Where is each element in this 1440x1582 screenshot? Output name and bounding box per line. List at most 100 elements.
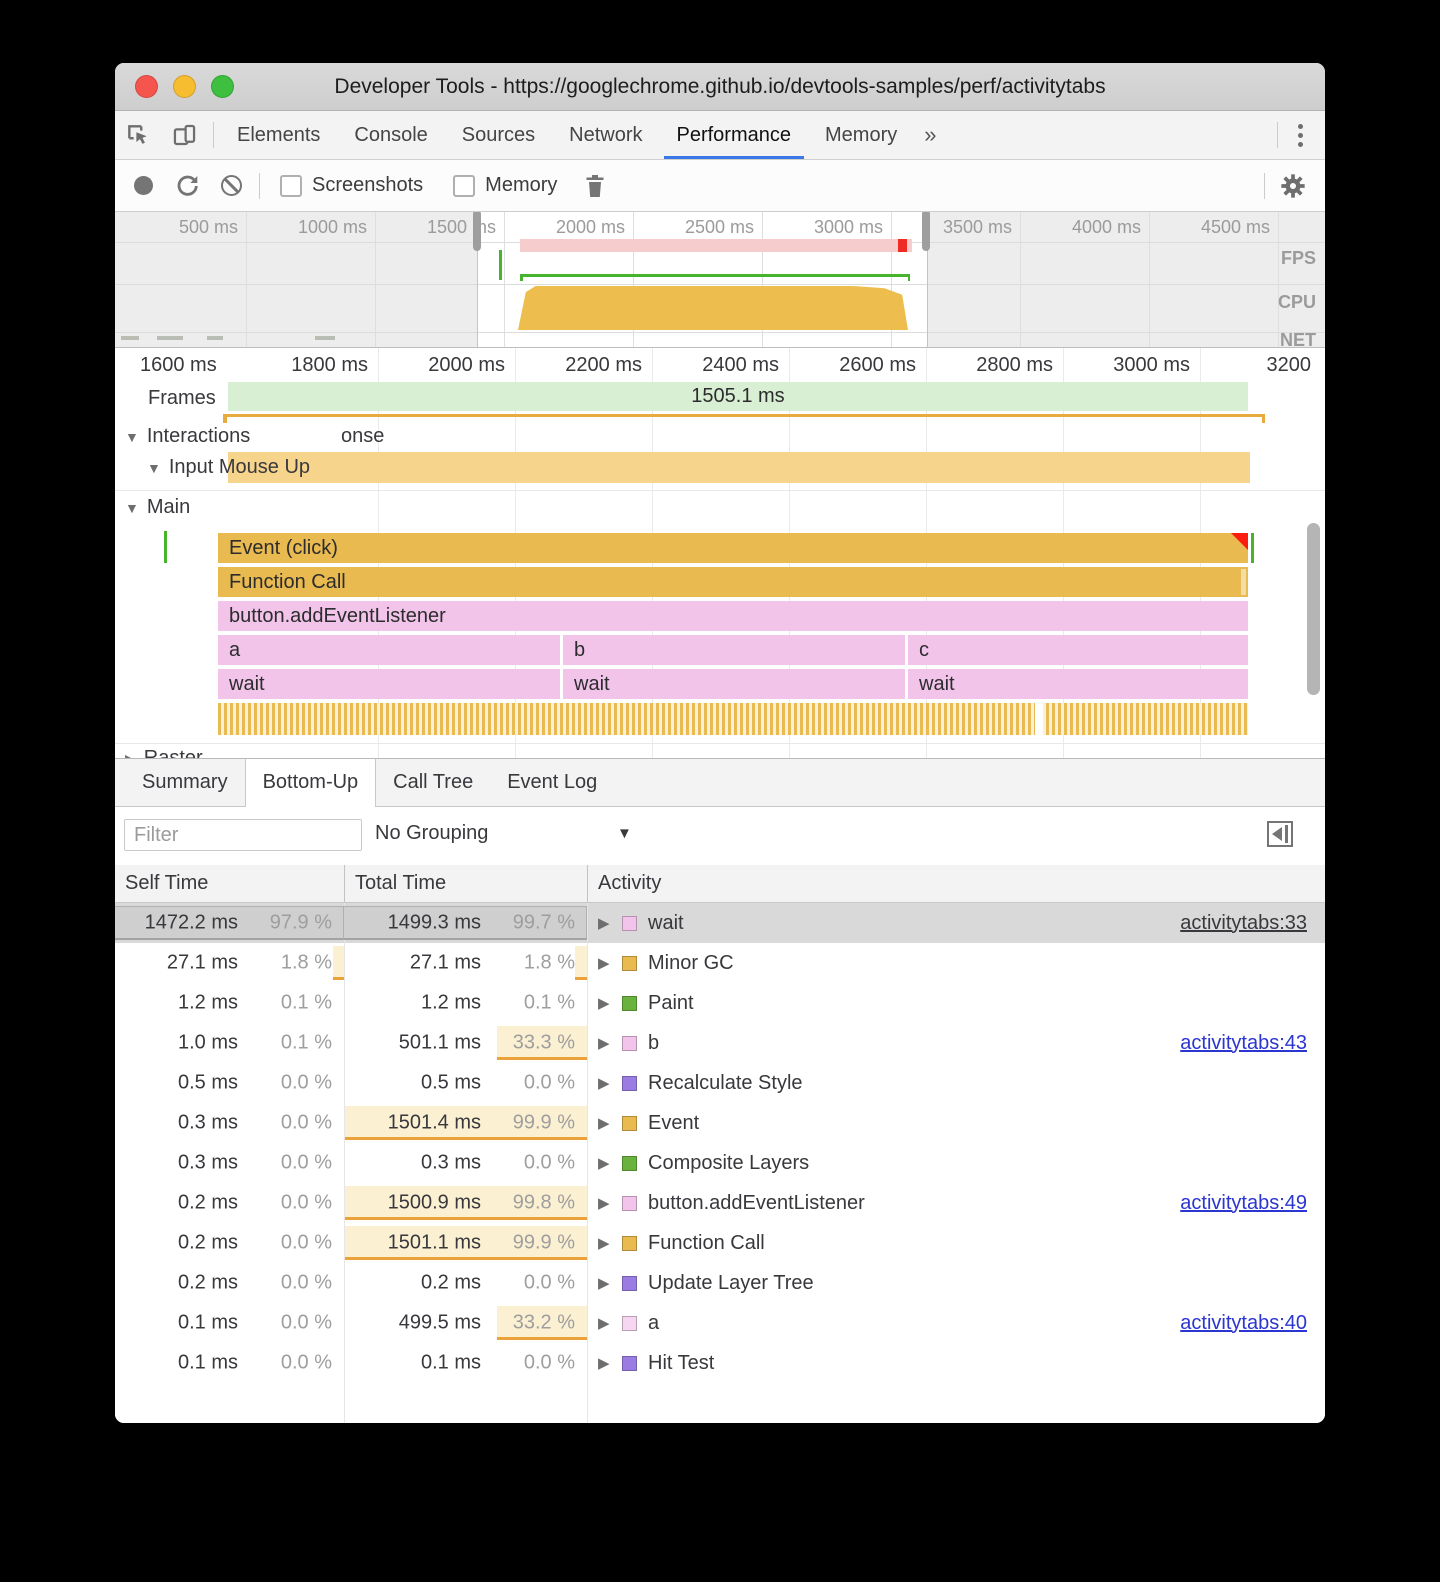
table-row[interactable]: 27.1 ms 1.8 % 27.1 ms 1.8 % ▶ Minor GC [115, 943, 1325, 983]
timeline-ruler-label: 1600 ms [140, 354, 217, 376]
selection-right-handle[interactable] [922, 212, 930, 251]
timeline-overview[interactable]: 500 ms 1000 ms 1500 ms 2000 ms 2500 ms 3000 m… [115, 212, 1325, 348]
expand-arrow-icon[interactable]: ▶ [598, 1195, 610, 1212]
expand-arrow-icon[interactable]: ▶ [598, 1035, 610, 1052]
expand-arrow-icon[interactable]: ▶ [598, 1155, 610, 1172]
input-mouse-up-bar[interactable] [228, 452, 1250, 483]
table-row[interactable]: 0.3 ms 0.0 % 1501.4 ms 99.9 % ▶ Event [115, 1103, 1325, 1143]
reload-and-record-button[interactable] [165, 168, 209, 204]
clear-recordings-button[interactable] [209, 168, 253, 204]
heat-bar [115, 906, 344, 940]
expand-arrow-icon[interactable]: ▶ [598, 955, 610, 972]
expand-arrow-icon[interactable]: ▶ [598, 1315, 610, 1332]
flame-a[interactable]: a [218, 635, 560, 665]
filter-input[interactable] [124, 819, 362, 851]
expand-triangle-icon[interactable]: ▶ [125, 751, 136, 759]
device-toolbar-button[interactable] [161, 118, 207, 152]
percent-value: 1.8 % [523, 951, 575, 974]
table-row[interactable]: 0.3 ms 0.0 % 0.3 ms 0.0 % ▶ Composite Layers [115, 1143, 1325, 1183]
main-track-label[interactable]: ▼ Main [125, 496, 191, 518]
record-button[interactable] [121, 168, 165, 204]
table-row[interactable]: 1.2 ms 0.1 % 1.2 ms 0.1 % ▶ Paint [115, 983, 1325, 1023]
raster-track-label[interactable]: ▶ Raster [125, 747, 203, 759]
chevron-down-icon[interactable]: ▼ [617, 825, 632, 842]
table-row[interactable]: 0.2 ms 0.0 % 0.2 ms 0.0 % ▶ Update Layer Tree [115, 1263, 1325, 1303]
minor-gc-strip[interactable] [218, 703, 1248, 735]
table-row[interactable]: 0.2 ms 0.0 % 1501.1 ms 99.9 % ▶ Function Call [115, 1223, 1325, 1263]
tab-console[interactable]: Console [354, 123, 428, 146]
flame-add-event-listener[interactable]: button.addEventListener [218, 601, 1248, 631]
devtools-menu-button[interactable] [1284, 123, 1317, 147]
tab-performance[interactable]: Performance [660, 112, 809, 159]
expand-arrow-icon[interactable]: ▶ [598, 1275, 610, 1292]
kebab-dot [1298, 141, 1303, 147]
overview-gridline [504, 212, 505, 347]
zoom-button[interactable] [211, 75, 234, 98]
inspect-element-button[interactable] [115, 118, 161, 152]
tab-summary[interactable]: Summary [142, 771, 228, 793]
selection-right-edge [927, 212, 928, 347]
tab-bottom-up[interactable]: Bottom-Up [244, 759, 377, 807]
collapse-triangle-icon[interactable]: ▼ [125, 429, 139, 445]
minimize-button[interactable] [173, 75, 196, 98]
table-row[interactable]: 0.1 ms 0.0 % 499.5 ms 33.2 % ▶ a activitytabs:… [115, 1303, 1325, 1343]
tab-call-tree[interactable]: Call Tree [393, 771, 474, 793]
flame-wait-2[interactable]: wait [563, 669, 905, 699]
column-header-activity[interactable]: Activity [598, 872, 662, 894]
table-row[interactable]: 0.1 ms 0.0 % 0.1 ms 0.0 % ▶ Hit Test [115, 1343, 1325, 1383]
column-header-self-time[interactable]: Self Time [115, 865, 345, 902]
expand-arrow-icon[interactable]: ▶ [598, 1355, 610, 1372]
tab-event-log[interactable]: Event Log [507, 771, 598, 793]
expand-arrow-icon[interactable]: ▶ [598, 1115, 610, 1132]
collapse-triangle-icon[interactable]: ▼ [147, 460, 161, 476]
tab-elements[interactable]: Elements [237, 123, 321, 146]
delete-recording-button[interactable] [573, 168, 617, 204]
time-value: 0.2 ms [420, 1271, 481, 1294]
time-value: 0.3 ms [177, 1111, 238, 1134]
flame-function-call[interactable]: Function Call [218, 567, 1248, 597]
selection-left-handle[interactable] [473, 212, 481, 251]
tab-sources[interactable]: Sources [461, 123, 536, 146]
table-row[interactable]: 0.2 ms 0.0 % 1500.9 ms 99.8 % ▶ button.addEve… [115, 1183, 1325, 1223]
table-row[interactable]: 1.0 ms 0.1 % 501.1 ms 33.3 % ▶ b activitytabs:… [115, 1023, 1325, 1063]
collapse-triangle-icon[interactable]: ▼ [125, 500, 139, 516]
input-mouse-up-label[interactable]: ▼ Input Mouse Up [147, 456, 311, 478]
flame-event-click[interactable]: Event (click) [218, 533, 1248, 563]
source-link[interactable]: activitytabs:40 [1180, 1311, 1307, 1334]
vertical-scrollbar[interactable] [1307, 523, 1320, 695]
grouping-select[interactable]: No Grouping [375, 822, 489, 844]
tab-memory[interactable]: Memory [825, 123, 898, 146]
flame-b[interactable]: b [563, 635, 905, 665]
time-value: 0.1 ms [177, 1311, 238, 1334]
show-details-sidebar-button[interactable] [1267, 821, 1293, 847]
source-link[interactable]: activitytabs:33 [1180, 911, 1307, 934]
source-link[interactable]: activitytabs:43 [1180, 1031, 1307, 1054]
frames-bar[interactable]: 1505.1 ms [228, 382, 1248, 411]
table-row[interactable]: 0.5 ms 0.0 % 0.5 ms 0.0 % ▶ Recalculate Style [115, 1063, 1325, 1103]
time-value: 1501.4 ms [387, 1111, 481, 1134]
capture-settings-button[interactable] [1271, 168, 1315, 204]
overview-ruler-label: 1000 ms [297, 217, 367, 237]
overview-ruler-label: 2000 ms [555, 217, 625, 237]
percent-value: 0.0 % [280, 1231, 332, 1254]
expand-arrow-icon[interactable]: ▶ [598, 995, 610, 1012]
time-cell: 1499.3 ms 99.7 % [343, 903, 588, 943]
memory-checkbox[interactable] [453, 174, 476, 197]
table-row[interactable]: 1472.2 ms 97.9 % 1499.3 ms 99.7 % ▶ wait activ… [115, 903, 1325, 943]
flame-chart[interactable]: 1600 ms 1800 ms 2000 ms 2200 ms 2400 ms 2600 … [115, 348, 1325, 759]
flame-wait-1[interactable]: wait [218, 669, 560, 699]
screenshots-checkbox[interactable] [280, 174, 302, 197]
flame-wait-3[interactable]: wait [908, 669, 1248, 699]
interactions-track-label[interactable]: ▼ Interactions [125, 425, 251, 447]
time-value: 0.3 ms [177, 1151, 238, 1174]
close-button[interactable] [135, 75, 158, 98]
expand-arrow-icon[interactable]: ▶ [598, 915, 610, 932]
tab-network[interactable]: Network [569, 123, 643, 146]
source-link[interactable]: activitytabs:49 [1180, 1191, 1307, 1214]
flame-c[interactable]: c [908, 635, 1248, 665]
column-header-total-time[interactable]: Total Time [345, 865, 588, 902]
expand-arrow-icon[interactable]: ▶ [598, 1235, 610, 1252]
activity-label: Event [648, 1111, 700, 1134]
more-tabs-button[interactable]: » [924, 122, 937, 147]
expand-arrow-icon[interactable]: ▶ [598, 1075, 610, 1092]
